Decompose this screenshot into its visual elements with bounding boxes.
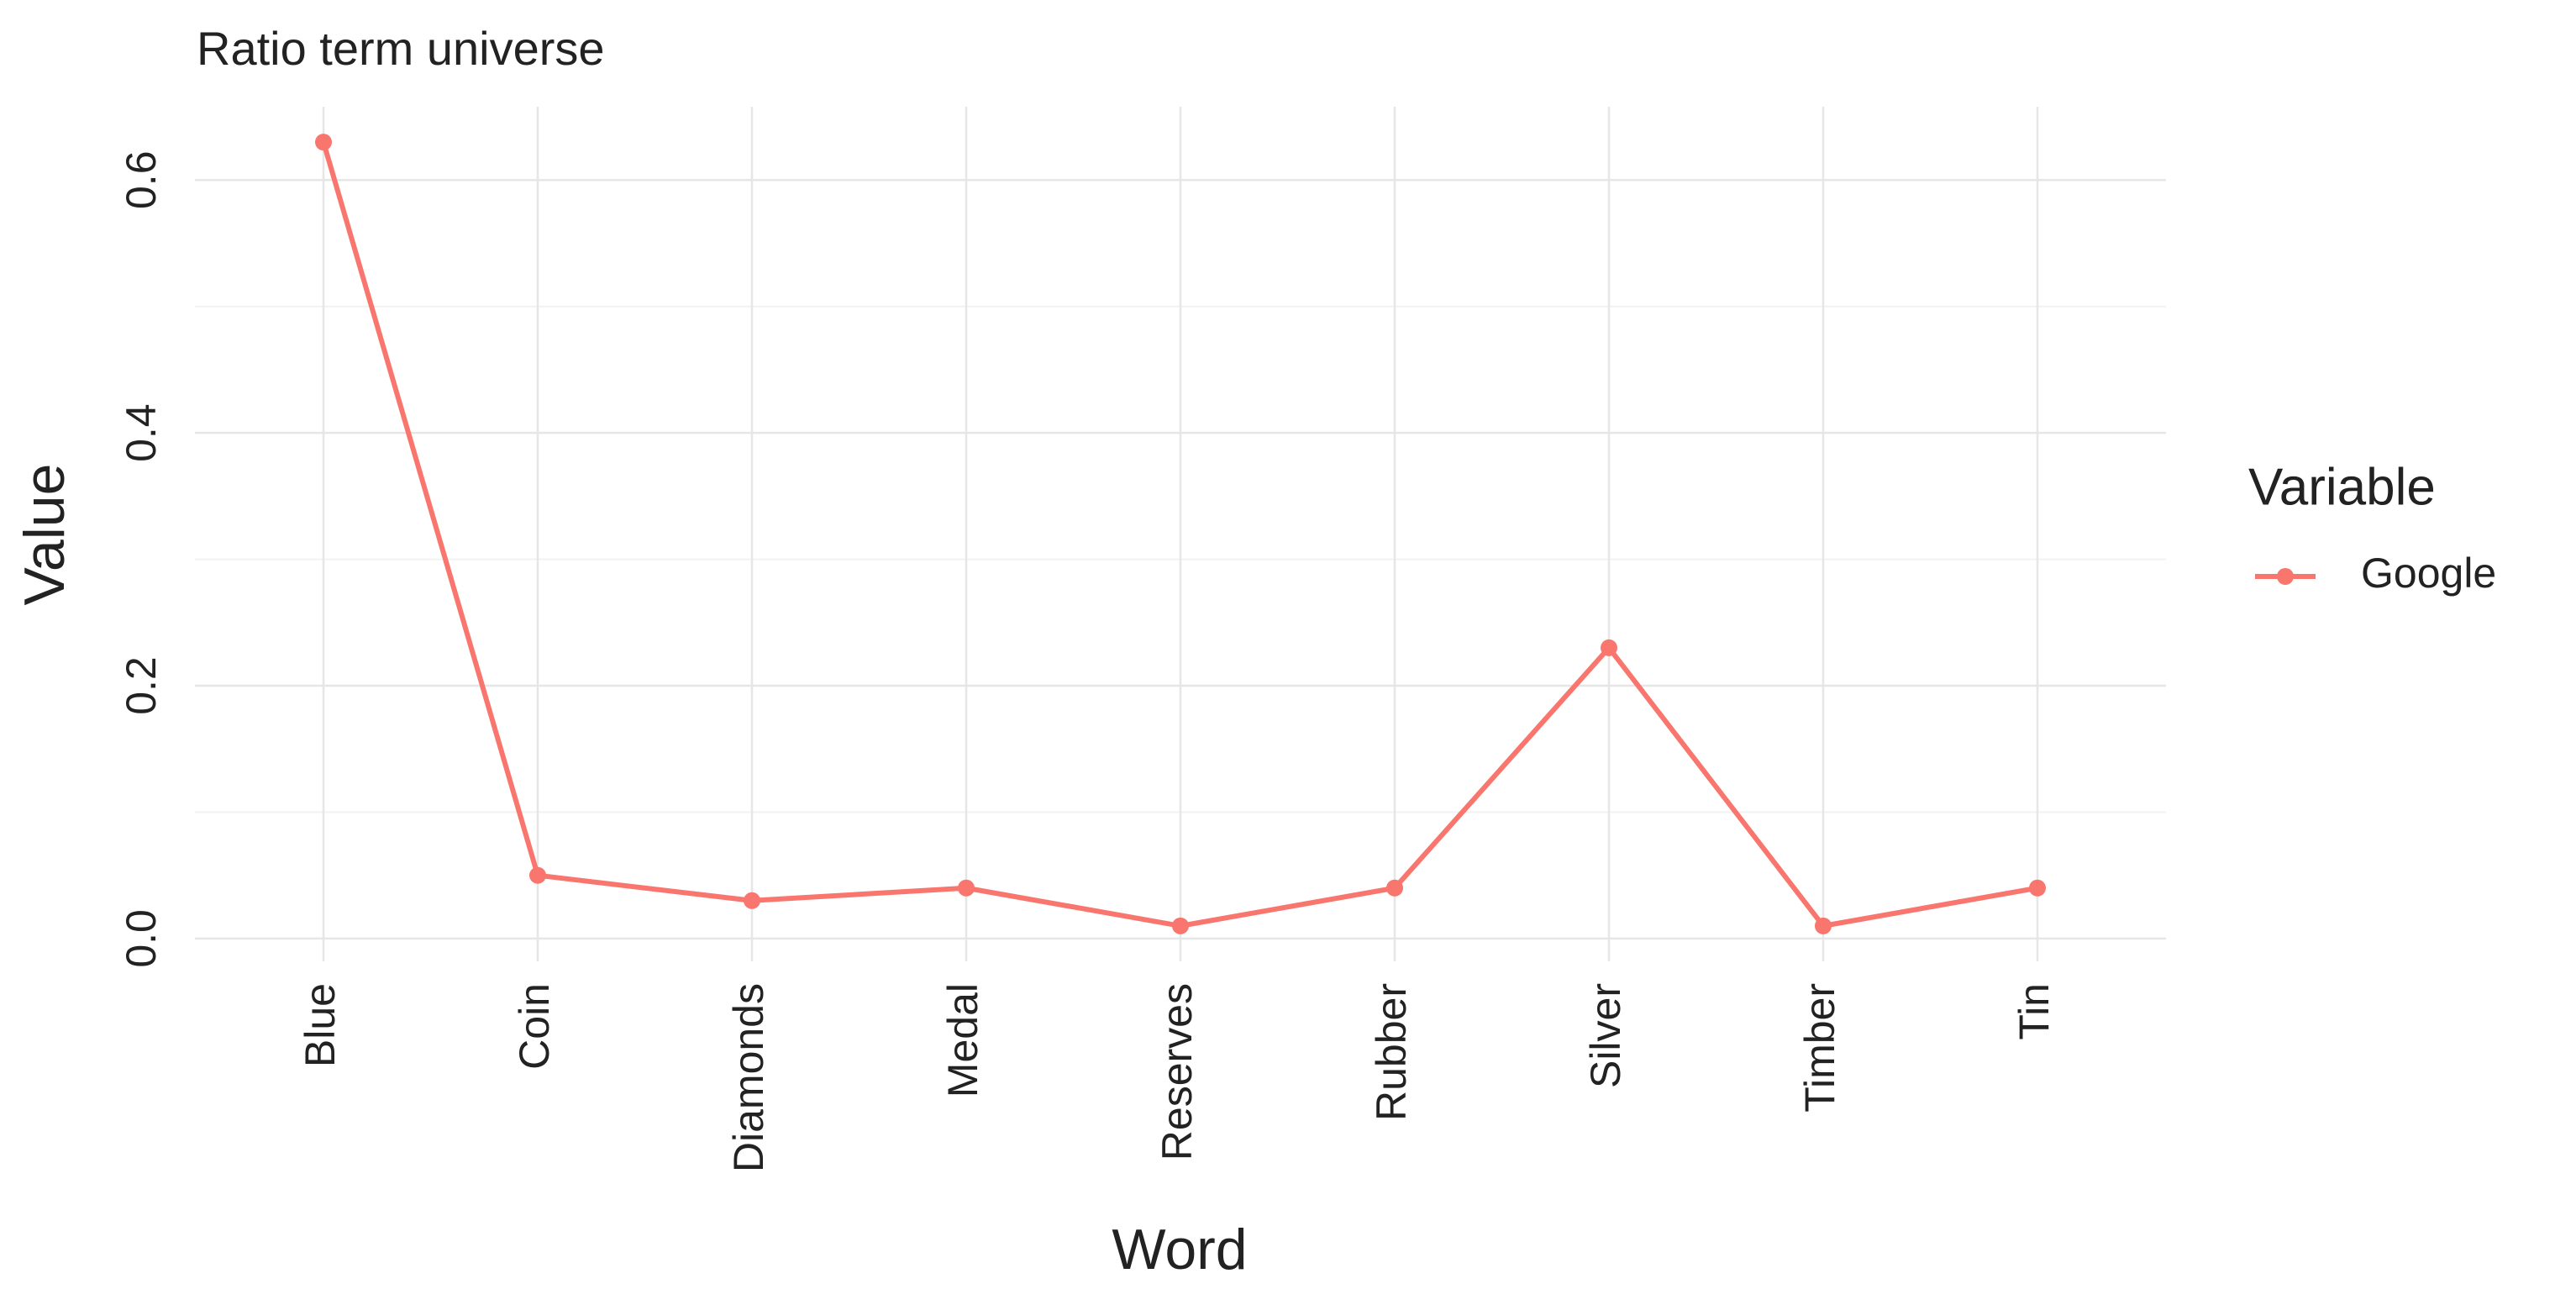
legend-key-point	[2277, 568, 2294, 585]
x-tick-label: Silver	[1582, 983, 1629, 1088]
chart-title: Ratio term universe	[197, 22, 605, 75]
x-axis-title: Word	[1112, 1218, 1247, 1281]
x-tick-label: Reserves	[1154, 983, 1201, 1160]
y-tick-label: 0.4	[118, 403, 165, 462]
data-point	[1386, 879, 1403, 897]
y-axis-title: Value	[13, 464, 76, 606]
x-tick-label: Timber	[1796, 983, 1843, 1113]
x-tick-label: Blue	[297, 983, 344, 1067]
legend-title: Variable	[2248, 458, 2436, 516]
x-tick-label: Tin	[2011, 983, 2058, 1040]
x-tick-label: Coin	[511, 983, 558, 1070]
data-point	[958, 879, 975, 897]
data-point	[1172, 917, 1189, 934]
y-tick-label: 0.2	[118, 656, 165, 715]
legend: Variable Google	[2248, 458, 2496, 597]
data-point	[1601, 639, 1617, 656]
x-tick-label: Diamonds	[725, 983, 772, 1172]
data-point	[315, 134, 332, 151]
data-point	[1815, 917, 1832, 934]
legend-label: Google	[2361, 550, 2496, 597]
plot-area	[315, 134, 2046, 934]
x-tick-label: Rubber	[1368, 983, 1415, 1121]
y-tick-label: 0.0	[118, 909, 165, 968]
data-point	[744, 892, 760, 909]
data-point	[2029, 879, 2046, 897]
y-tick-label: 0.6	[118, 150, 165, 209]
grid	[195, 107, 2166, 961]
x-tick-label: Medal	[939, 983, 986, 1097]
data-point	[529, 866, 546, 884]
